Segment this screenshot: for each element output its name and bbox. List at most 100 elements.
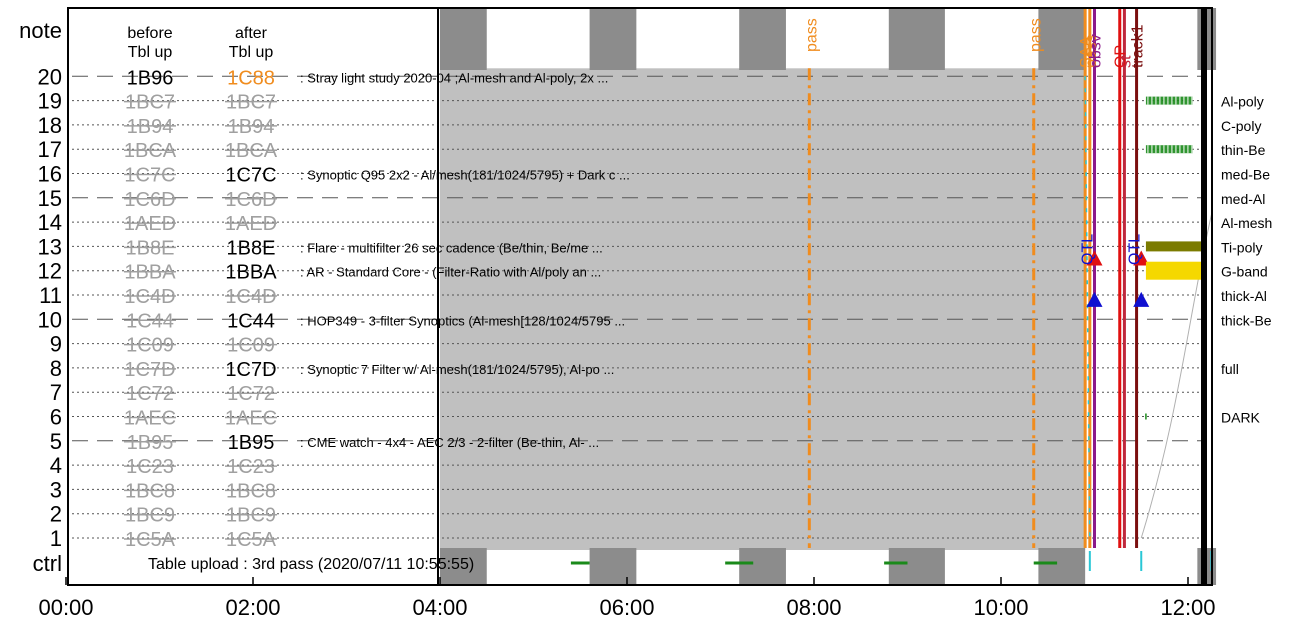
filter-bar-hatched (1145, 145, 1193, 154)
y-bottom-label: ctrl (33, 551, 62, 576)
after-id: 1BC8 (226, 480, 276, 502)
after-id: 1C5A (226, 529, 277, 551)
night-band-ctrl (888, 548, 945, 585)
upload-text: Table upload : 3rd pass (2020/07/11 10:5… (148, 556, 474, 573)
before-id: 1C4D (124, 286, 175, 308)
event-line-label: OP (1113, 45, 1130, 68)
y-top-label: note (19, 18, 62, 43)
event-line-label: st (1117, 55, 1134, 68)
filter-bar-hatched (1145, 96, 1193, 105)
before-id: 1C7C (124, 165, 175, 187)
after-id: 1C23 (227, 456, 275, 478)
after-id: 1B8E (227, 237, 276, 259)
after-id: 1C7D (225, 359, 276, 381)
event-line-label: track1 (1130, 24, 1147, 68)
row-number: 19 (38, 89, 62, 114)
cyan-trace-line (1084, 76, 1091, 539)
x-tick-label: 04:00 (412, 595, 467, 620)
night-band-top (589, 8, 637, 70)
pass-marker-label: pass (1028, 18, 1045, 52)
night-band-ctrl (589, 548, 637, 585)
filter-label: full (1221, 361, 1239, 377)
row-note: : AR - Standard Core - (Filter-Ratio wit… (300, 265, 601, 280)
event-line-label: SAA (1078, 36, 1095, 68)
before-id: 1BC7 (125, 92, 175, 114)
after-id: 1C4D (225, 286, 276, 308)
after-id: 1BBA (225, 262, 277, 284)
night-band-ctrl (1038, 548, 1086, 585)
x-tick-label: 10:00 (973, 595, 1028, 620)
before-id: 1C23 (126, 456, 174, 478)
after-id: 1B95 (228, 432, 275, 454)
before-id: 1BC9 (125, 505, 175, 527)
row-number: 20 (38, 64, 62, 89)
filter-label: thin-Be (1221, 142, 1266, 158)
before-id: 1BBA (124, 262, 176, 284)
event-marks (570, 8, 1213, 571)
after-id: 1C7C (225, 165, 276, 187)
after-id: 1BC9 (226, 505, 276, 527)
row-number: 15 (38, 186, 62, 211)
after-id: 1AED (225, 213, 277, 235)
before-id: 1C09 (126, 335, 174, 357)
x-tick-label: 12:00 (1160, 595, 1215, 620)
before-id: 1B94 (127, 116, 174, 138)
before-id: 1AEC (124, 408, 176, 430)
before-id: 1C6D (124, 189, 175, 211)
event-line-label: obsv (1088, 34, 1105, 68)
after-id: 1C09 (227, 335, 275, 357)
filter-label: Al-poly (1221, 94, 1264, 110)
before-header-line1: before (127, 25, 172, 42)
x-tick-label: 06:00 (599, 595, 654, 620)
filter-bar-solid (1145, 241, 1207, 252)
pass-marker-label: pass (803, 18, 820, 52)
filter-label: thick-Al (1221, 288, 1267, 304)
filter-label: thick-Be (1221, 312, 1272, 328)
filter-label: med-Be (1221, 167, 1270, 183)
after-id: 1C88 (227, 67, 275, 89)
row-number: 5 (50, 429, 62, 454)
axes (65, 7, 1213, 586)
after-header-line1: after (235, 25, 268, 42)
after-header-line2: Tbl up (229, 44, 274, 61)
after-id: 1C44 (227, 310, 275, 332)
after-id: 1BCA (225, 140, 278, 162)
qtl-label: QTL (1126, 234, 1143, 265)
before-id: 1B8E (126, 237, 175, 259)
row-number: 8 (50, 356, 62, 381)
row-note: : Stray light study 2020-04 ;Al-mesh and… (300, 70, 608, 85)
row-number: 4 (50, 453, 62, 478)
event-line-label: pass (1083, 34, 1100, 68)
night-band-top (1038, 8, 1086, 70)
before-id: 1C72 (126, 383, 174, 405)
row-number: 14 (38, 210, 62, 235)
row-number: 17 (38, 137, 62, 162)
row-number: 12 (38, 259, 62, 284)
row-number: 18 (38, 113, 62, 138)
before-id: 1B96 (127, 67, 174, 89)
row-number: 9 (50, 332, 62, 357)
filter-label: Ti-poly (1221, 239, 1263, 255)
after-id: 1C6D (225, 189, 276, 211)
before-id: 1BCA (124, 140, 177, 162)
before-header-line2: Tbl up (128, 44, 173, 61)
row-gridlines (72, 75, 1206, 539)
row-number: 2 (50, 502, 62, 527)
row-note: : CME watch - 4x4 - AEC 2/3 - 2-filter (… (300, 435, 599, 450)
x-tick-label: 00:00 (38, 595, 93, 620)
triangle-marker (1133, 250, 1150, 266)
filter-bar-solid (1145, 261, 1207, 280)
row-number: 7 (50, 380, 62, 405)
night-bands (440, 8, 1217, 585)
row-number: 11 (39, 283, 62, 308)
row-note: : HOP349 - 3-filter Synoptics (Al-mesh[1… (300, 313, 625, 328)
row-number: 6 (50, 405, 62, 430)
before-id: 1BC8 (125, 480, 175, 502)
after-id: 1AEC (225, 408, 277, 430)
row-number: 1 (50, 526, 62, 551)
before-id: 1AED (124, 213, 176, 235)
triangle-marker (1086, 250, 1103, 266)
before-id: 1B95 (127, 432, 174, 454)
triangle-marker (1133, 291, 1150, 307)
